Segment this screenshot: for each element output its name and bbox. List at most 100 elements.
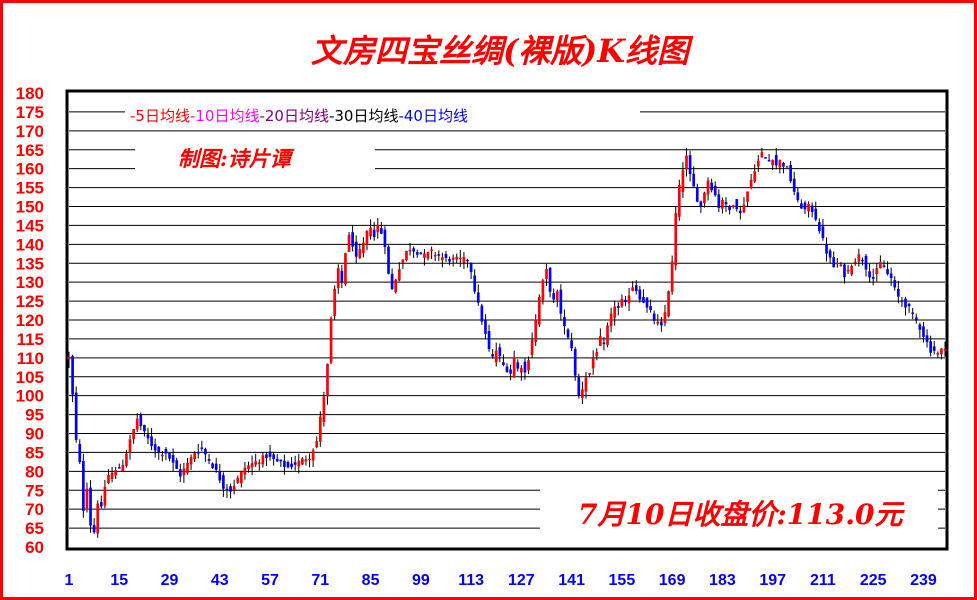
- candle-body: [925, 335, 929, 343]
- candle-body: [117, 467, 121, 469]
- candle-body: [455, 256, 459, 260]
- candle-body: [175, 460, 179, 469]
- candle-body: [462, 256, 466, 264]
- candle-body: [218, 471, 222, 481]
- candle-body: [943, 349, 947, 351]
- legend: -5日均线-10日均线-20日均线-30日均线-40日均线: [130, 107, 468, 125]
- candle-body: [505, 366, 509, 372]
- candle-body: [774, 155, 778, 166]
- candle-body: [512, 357, 516, 378]
- candle-body: [638, 289, 642, 300]
- candle-body: [882, 265, 886, 268]
- candle-body: [785, 166, 789, 168]
- y-tick-label: 65: [25, 519, 44, 538]
- candle-body: [211, 463, 214, 468]
- candle-body: [871, 276, 875, 279]
- candle-body: [153, 444, 157, 451]
- candle-body: [358, 249, 362, 259]
- candle-body: [810, 205, 814, 212]
- candle-body: [541, 280, 545, 300]
- candle-body: [911, 312, 915, 314]
- candle-body: [318, 416, 322, 442]
- candle-body: [164, 449, 168, 454]
- candle-body: [247, 465, 250, 470]
- candle-body: [204, 448, 207, 455]
- candle-body: [760, 152, 764, 158]
- y-axis-ticks: 6065707580859095100105110115120125130135…: [16, 84, 44, 557]
- candle-body: [430, 249, 433, 252]
- candle-body: [383, 229, 387, 248]
- candle-body: [480, 305, 484, 322]
- x-tick-label: 183: [709, 572, 736, 589]
- candle-body: [401, 259, 405, 264]
- candle-body: [214, 463, 218, 470]
- candle-body: [301, 458, 304, 465]
- candle-body: [850, 265, 853, 275]
- candle-body: [74, 392, 78, 440]
- candle-body: [390, 273, 394, 290]
- candle-body: [121, 465, 125, 472]
- candle-body: [904, 298, 907, 308]
- candle-body: [828, 250, 832, 258]
- y-tick-label: 160: [16, 160, 44, 179]
- candle-body: [717, 194, 721, 208]
- candle-body: [792, 178, 796, 192]
- candle-body: [527, 360, 530, 371]
- candle-body: [634, 285, 638, 292]
- candle-body: [814, 208, 818, 220]
- candle-body: [584, 377, 588, 392]
- candle-body: [412, 248, 415, 252]
- candle-body: [311, 450, 315, 461]
- legend-ma40: -40日均线: [398, 107, 468, 125]
- candle-body: [886, 269, 889, 275]
- candle-body: [96, 503, 100, 534]
- candle-body: [821, 226, 825, 239]
- candle-body: [110, 472, 114, 479]
- candle-body: [239, 471, 243, 484]
- candle-body: [196, 452, 200, 454]
- candle-body: [609, 313, 613, 327]
- y-tick-label: 105: [16, 368, 44, 387]
- candle-body: [548, 267, 552, 292]
- candle-body: [189, 457, 193, 465]
- y-tick-label: 155: [16, 179, 44, 198]
- candle-body: [150, 436, 153, 447]
- candle-body: [660, 321, 663, 326]
- candle-body: [99, 501, 103, 507]
- candle-body: [178, 469, 182, 477]
- candle-body: [588, 372, 591, 375]
- candle-body: [476, 292, 480, 303]
- candle-body: [595, 352, 599, 357]
- candle-body: [344, 253, 347, 285]
- candle-body: [250, 463, 254, 468]
- candle-body: [602, 342, 606, 344]
- close-label-background: [540, 487, 938, 539]
- candle-body: [498, 347, 502, 357]
- candle-body: [222, 475, 225, 489]
- close-price-label: 7月10日收盘价:113.0元: [578, 498, 905, 531]
- candle-body: [566, 329, 570, 338]
- candle-body: [114, 470, 118, 476]
- candle-body: [545, 269, 548, 280]
- candle-body: [265, 454, 268, 459]
- y-tick-label: 95: [25, 406, 44, 425]
- candle-body: [530, 340, 534, 356]
- candle-body: [914, 317, 918, 320]
- candle-body: [932, 346, 936, 351]
- candle-body: [82, 461, 85, 511]
- candle-body: [563, 316, 566, 327]
- candle-body: [469, 263, 473, 273]
- candle-body: [494, 350, 498, 363]
- candle-body: [437, 254, 441, 256]
- candle-body: [681, 170, 685, 193]
- candle-body: [243, 467, 247, 475]
- y-tick-label: 70: [25, 500, 44, 519]
- candle-body: [509, 369, 512, 374]
- candle-body: [351, 232, 354, 247]
- candle-body: [555, 291, 559, 301]
- candle-body: [699, 201, 703, 207]
- candle-body: [466, 259, 469, 262]
- candle-body: [405, 250, 408, 261]
- candle-body: [139, 414, 143, 427]
- candle-body: [713, 185, 717, 196]
